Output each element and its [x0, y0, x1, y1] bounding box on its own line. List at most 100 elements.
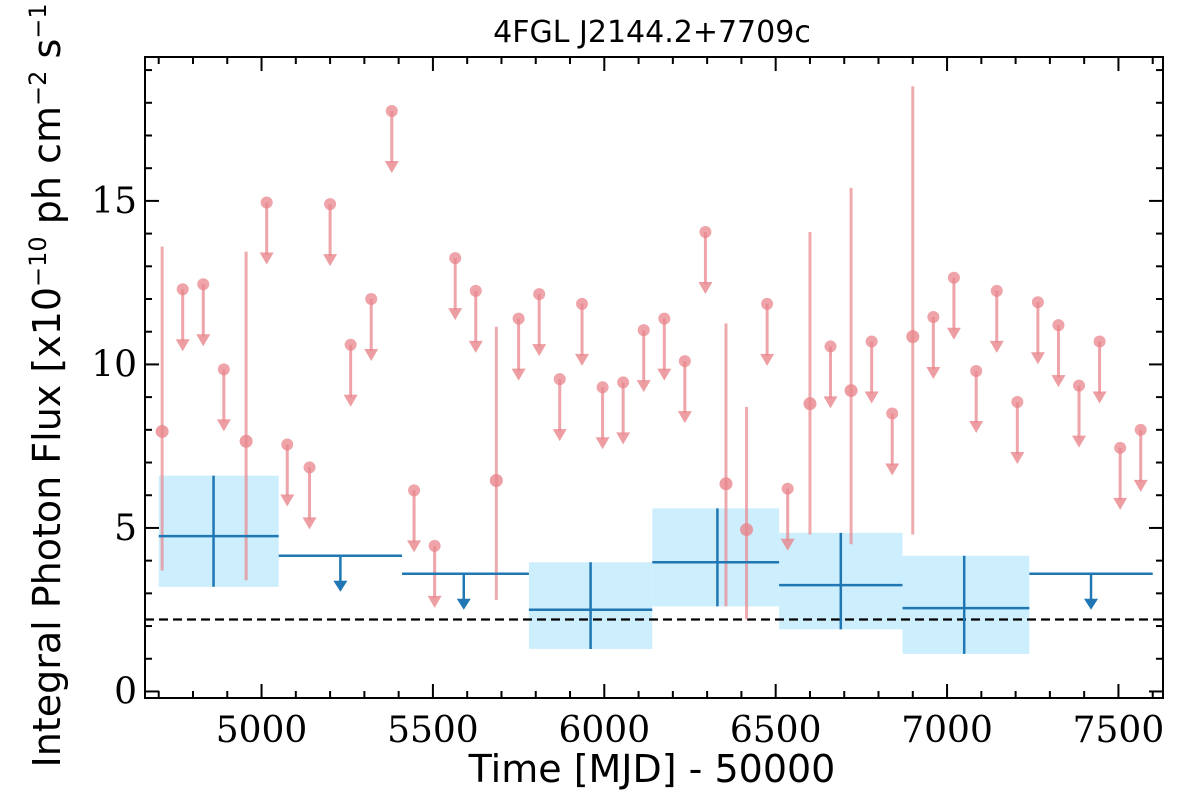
short-bin-upper-limit-arrow [364, 349, 379, 362]
y-axis-label-part1: Integral Photon Flux [x10 [25, 287, 69, 768]
short-bin-upper-limit-arrow [323, 254, 338, 267]
short-bin-upper-limit-arrow [1051, 375, 1066, 388]
short-bin-upper-limit-arrow [216, 419, 231, 432]
long-bin-upper-limit-arrow [333, 580, 348, 592]
short-bin-upper-limit-arrow [823, 396, 838, 409]
long-bin-error-box [902, 555, 1030, 654]
short-bin-upper-limit-point [217, 363, 230, 376]
short-bin-point [719, 477, 733, 491]
short-bin-upper-limit-point [428, 539, 441, 552]
short-bin-upper-limit-point [533, 288, 546, 301]
y-tick-label: 5 [114, 508, 137, 549]
y-tick-label: 0 [114, 671, 137, 712]
short-bin-upper-limit-arrow [616, 432, 631, 445]
short-bin-upper-limit-arrow [552, 429, 567, 442]
short-bin-point [844, 384, 858, 398]
short-bin-upper-limit-point [1031, 296, 1044, 309]
short-bin-upper-limit-point [947, 271, 960, 284]
short-bin-upper-limit-point [449, 252, 462, 265]
short-bin-upper-limit-arrow [1133, 479, 1148, 492]
short-bin-upper-limit-point [1134, 423, 1147, 436]
short-bin-upper-limit-point [197, 278, 210, 291]
x-tick-label: 5500 [387, 710, 479, 751]
short-bin-upper-limit-arrow [532, 344, 547, 357]
x-axis-label: Time [MJD] - 50000 [468, 747, 836, 791]
x-tick-label: 7500 [1073, 710, 1165, 751]
y-axis-label-exp3: −1 [24, 3, 52, 38]
short-bin-upper-limit-arrow [698, 281, 713, 294]
y-axis: 0 5 10 15 [91, 69, 1163, 712]
chart-title: 4FGL J2144.2+7709c [493, 15, 811, 50]
short-bin-upper-limit-arrow [969, 420, 984, 433]
short-bin-upper-limit-point [1114, 441, 1127, 454]
x-tick-label: 6500 [730, 710, 822, 751]
long-bin-error-box [652, 508, 780, 607]
short-bin-upper-limit-arrow [468, 340, 483, 353]
short-bin-upper-limit-point [553, 373, 566, 386]
short-bin-upper-limit-point [927, 310, 940, 323]
short-bin-upper-limit-arrow [1092, 391, 1107, 404]
short-bin-point [740, 523, 754, 537]
short-bin-upper-limit-arrow [196, 334, 211, 347]
short-bin-point [803, 397, 817, 411]
short-bin-upper-limit-point [385, 104, 398, 117]
short-bin-upper-limit-arrow [407, 540, 422, 553]
short-bin-upper-limit-arrow [302, 517, 317, 530]
short-bin-upper-limit-point [990, 284, 1003, 297]
short-bin-upper-limit-point [596, 381, 609, 394]
y-axis-label-exp1: −10 [24, 236, 52, 287]
short-bin-upper-limit-point [408, 484, 421, 497]
short-bin-upper-limit-arrow [657, 368, 672, 381]
short-bin-upper-limit-arrow [926, 366, 941, 379]
short-bin-upper-limit-point [1073, 379, 1086, 392]
long-bin-upper-limit-arrow [1084, 598, 1099, 610]
short-bin-upper-limit-arrow [511, 368, 526, 381]
short-bin-upper-limit-arrow [343, 394, 358, 407]
short-bin-upper-limit-point [637, 324, 650, 337]
y-axis-label: Integral Photon Flux [x10−10 ph cm−2 s−1… [24, 0, 69, 767]
x-tick-label: 5000 [216, 710, 308, 751]
short-bin-upper-limit-arrow [760, 353, 775, 366]
short-bin-upper-limit-arrow [384, 160, 399, 173]
short-bin-upper-limit-arrow [989, 340, 1004, 353]
short-bin-upper-limit-arrow [946, 327, 961, 340]
y-axis-label-exp2: −2 [24, 71, 52, 106]
short-bin-upper-limit-arrow [1072, 435, 1087, 448]
short-bin-upper-limit-arrow [1010, 452, 1025, 465]
short-bin-upper-limit-arrow [280, 494, 295, 507]
short-bin-upper-limit-point [678, 355, 691, 368]
short-bin-upper-limit-point [1093, 335, 1106, 348]
short-bin-point [906, 330, 920, 344]
short-bin-upper-limit-arrow [677, 411, 692, 424]
short-bin-upper-limit-point [365, 293, 378, 306]
short-bin-upper-limit-point [512, 312, 525, 325]
short-bin-upper-limit-point [576, 297, 589, 310]
short-bin-point [489, 474, 503, 488]
short-bin-upper-limit-point [1011, 396, 1024, 409]
short-bin-upper-limit-arrow [175, 339, 190, 352]
short-bin-upper-limit-point [617, 376, 630, 389]
short-bin-upper-limit-point [344, 338, 357, 351]
long-bin-upper-limit-arrow [456, 598, 471, 610]
short-bin-upper-limit-arrow [636, 380, 651, 393]
short-bin-upper-limit-point [324, 198, 337, 211]
short-bin-upper-limit-arrow [259, 252, 274, 265]
short-bin-upper-limit-point [865, 335, 878, 348]
short-bin-upper-limit-point [658, 312, 671, 325]
short-bin-upper-limit-point [970, 364, 983, 377]
short-bin-upper-limit-arrow [575, 353, 590, 366]
plot-frame [144, 56, 1164, 699]
short-bin-point [155, 424, 169, 438]
x-tick-label: 6000 [558, 710, 650, 751]
short-bin-upper-limit-arrow [595, 437, 610, 450]
short-bin-upper-limit-arrow [1030, 352, 1045, 365]
y-axis-label-part2: ph cm [25, 106, 69, 236]
short-bin-upper-limit-arrow [427, 595, 442, 608]
x-tick-label: 7000 [901, 710, 993, 751]
short-bin-upper-limit-point [260, 196, 273, 209]
short-bin-upper-limit-arrow [1113, 497, 1128, 510]
short-bin-upper-limit-point [824, 340, 837, 353]
short-bin-upper-limit-point [281, 438, 294, 451]
short-bin-upper-limit-point [699, 225, 712, 238]
